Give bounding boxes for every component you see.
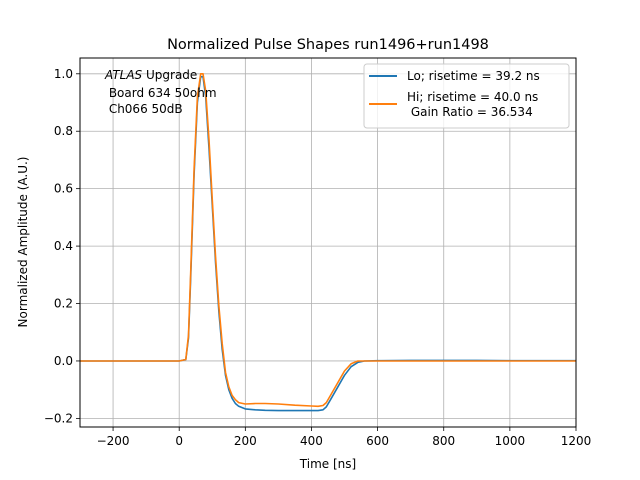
y-tick-label: −0.2 [44, 411, 73, 425]
legend-label-lo: Lo; risetime = 39.2 ns [407, 69, 540, 83]
x-tick-label: 600 [366, 434, 389, 448]
y-tick-label: 0.2 [54, 297, 73, 311]
x-tick-label: 800 [432, 434, 455, 448]
annotation-line-1: ATLAS Upgrade [104, 68, 197, 82]
x-tick-label: 400 [300, 434, 323, 448]
x-tick-label: −200 [97, 434, 130, 448]
upgrade-label: Upgrade [142, 68, 197, 82]
legend-label-line: Gain Ratio = 36.534 [407, 105, 533, 119]
x-tick-label: 1200 [561, 434, 592, 448]
y-tick-label: 0.4 [54, 239, 73, 253]
x-tick-label: 200 [234, 434, 257, 448]
legend-label-line: Lo; risetime = 39.2 ns [407, 69, 540, 83]
y-tick-label: 0.0 [54, 354, 73, 368]
y-axis-label: Normalized Amplitude (A.U.) [16, 157, 30, 328]
x-tick-label: 1000 [495, 434, 526, 448]
y-tick-label: 0.8 [54, 124, 73, 138]
legend: Lo; risetime = 39.2 ns Hi; risetime = 40… [363, 63, 570, 129]
plot-frame [79, 57, 577, 428]
series-line-hi [80, 73, 576, 408]
y-tick-label: 1.0 [54, 67, 73, 81]
x-tick-label: 0 [175, 434, 183, 448]
annotation-line-3: Ch066 50dB [105, 102, 183, 116]
legend-box [363, 63, 570, 129]
atlas-annotation: ATLAS Upgrade Board 634 50ohm Ch066 50dB [104, 68, 217, 116]
chart-title: Normalized Pulse Shapes run1496+run1498 [167, 37, 489, 53]
y-tick-label: 0.6 [54, 182, 73, 196]
series-lines [80, 73, 576, 412]
legend-label-hi: Hi; risetime = 40.0 ns Gain Ratio = 36.5… [407, 90, 538, 119]
legend-label-line: Hi; risetime = 40.0 ns [407, 90, 538, 104]
axis-ticks: −200 0 200 400 600 800 1000 1200 −0.2 0.0 0.2 0.4 0.… [44, 67, 591, 448]
x-axis-label: Time [ns] [299, 457, 356, 471]
annotation-line-2: Board 634 50ohm [105, 86, 217, 100]
atlas-label: ATLAS [104, 68, 143, 82]
